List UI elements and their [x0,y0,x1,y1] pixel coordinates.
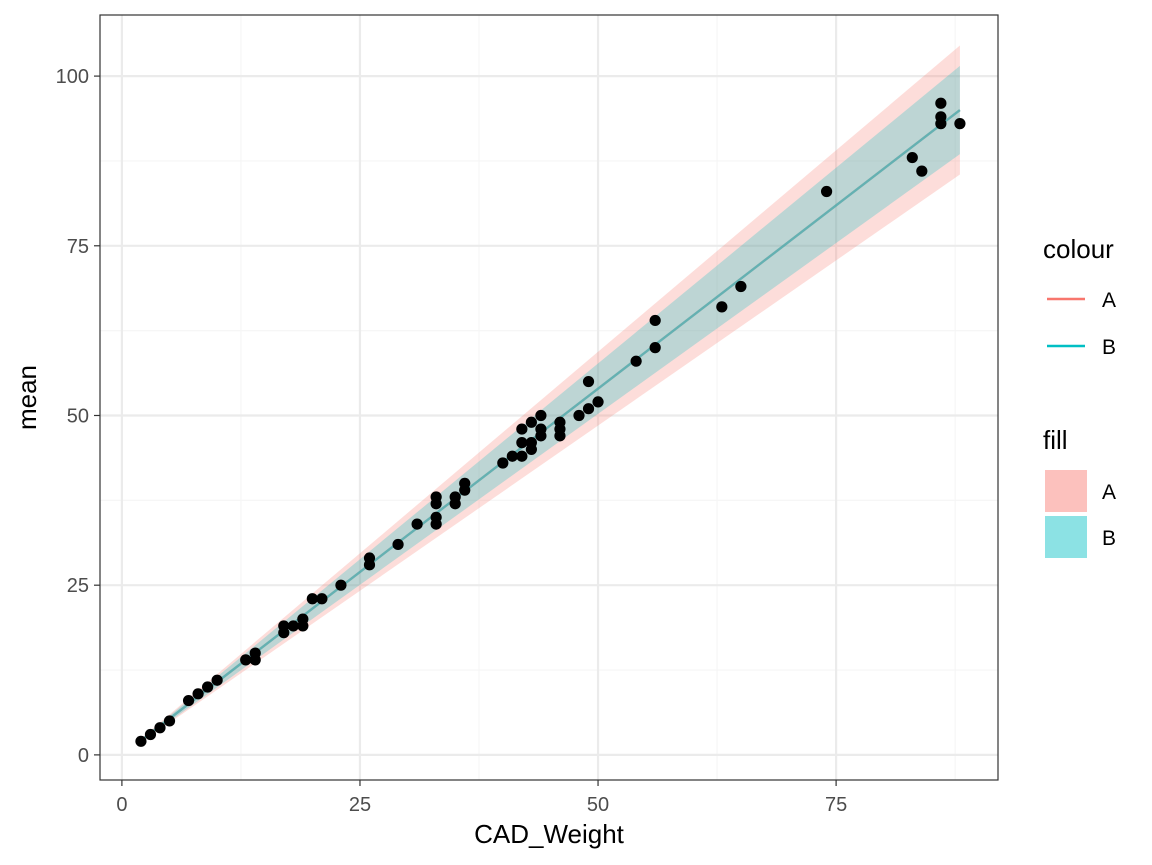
data-point [916,165,928,177]
data-point [592,396,604,408]
data-points [135,97,966,747]
data-point [535,423,547,435]
y-tick-label: 75 [67,236,89,258]
data-point [630,355,642,367]
data-point [306,593,318,605]
data-point [506,450,518,462]
data-point [192,688,204,700]
data-point [363,552,376,564]
legend-fill-title: fill [1043,425,1068,455]
data-point [954,118,966,130]
data-point [297,613,309,625]
x-tick-label: 50 [587,794,609,816]
legend-colour-label-a: A [1102,289,1116,312]
data-point [249,647,261,659]
data-point [278,620,290,632]
data-point [735,280,747,293]
data-point [525,416,537,428]
data-point [935,97,947,109]
fit-lines [140,109,961,742]
data-point [459,477,471,489]
data-point [649,342,661,354]
x-axis-title: CAD_Weight [474,819,625,849]
data-point [392,538,404,551]
data-point [516,423,528,435]
data-point [163,715,176,727]
legend-fill-label-b: B [1102,527,1116,550]
data-point [430,491,442,503]
y-axis: 0 25 50 75 100 [56,66,100,767]
data-point [716,301,728,313]
data-point [573,409,585,422]
data-point [240,654,252,666]
data-point [935,111,947,123]
data-point [516,437,528,449]
data-point [554,416,566,428]
data-point [535,409,547,422]
data-point [411,518,423,530]
minor-gridlines [100,15,998,780]
x-tick-label: 25 [349,794,371,816]
data-point [211,674,223,686]
data-point [906,151,918,164]
y-tick-label: 0 [78,745,89,767]
data-point [135,735,147,747]
legend-fill-label-a: A [1102,481,1116,504]
legend-colour-label-b: B [1102,336,1116,359]
legend-colour: colour A B [1043,234,1116,359]
data-point [316,593,328,605]
x-tick-label: 75 [825,794,847,816]
x-tick-label: 0 [116,794,127,816]
data-point [335,579,347,591]
data-point [582,403,595,415]
data-point [287,620,299,632]
y-axis-title: mean [12,365,42,430]
y-tick-label: 100 [56,66,89,88]
data-point [516,450,528,462]
plot-panel [99,14,999,781]
legend-fill: fill A B [1043,425,1116,558]
data-point [430,511,442,523]
data-point [497,457,509,469]
fit-line-b [140,109,961,742]
data-point [144,728,157,741]
ribbon-b [140,65,960,742]
y-tick-label: 25 [67,575,89,597]
legend-colour-title: colour [1043,234,1114,264]
data-point [649,314,661,327]
panel-border [99,14,999,781]
data-point [154,722,166,734]
data-point [449,491,461,503]
data-point [582,375,595,388]
legend-fill-key-b [1045,516,1087,558]
confidence-ribbons [140,45,960,743]
y-tick-label: 50 [67,405,89,427]
data-point [525,437,537,449]
data-point [820,185,833,198]
x-axis: 0 25 50 75 [116,780,847,816]
data-point [202,681,214,693]
ribbon-a [140,45,960,743]
legend-fill-key-a [1045,470,1087,512]
data-point [182,694,195,707]
